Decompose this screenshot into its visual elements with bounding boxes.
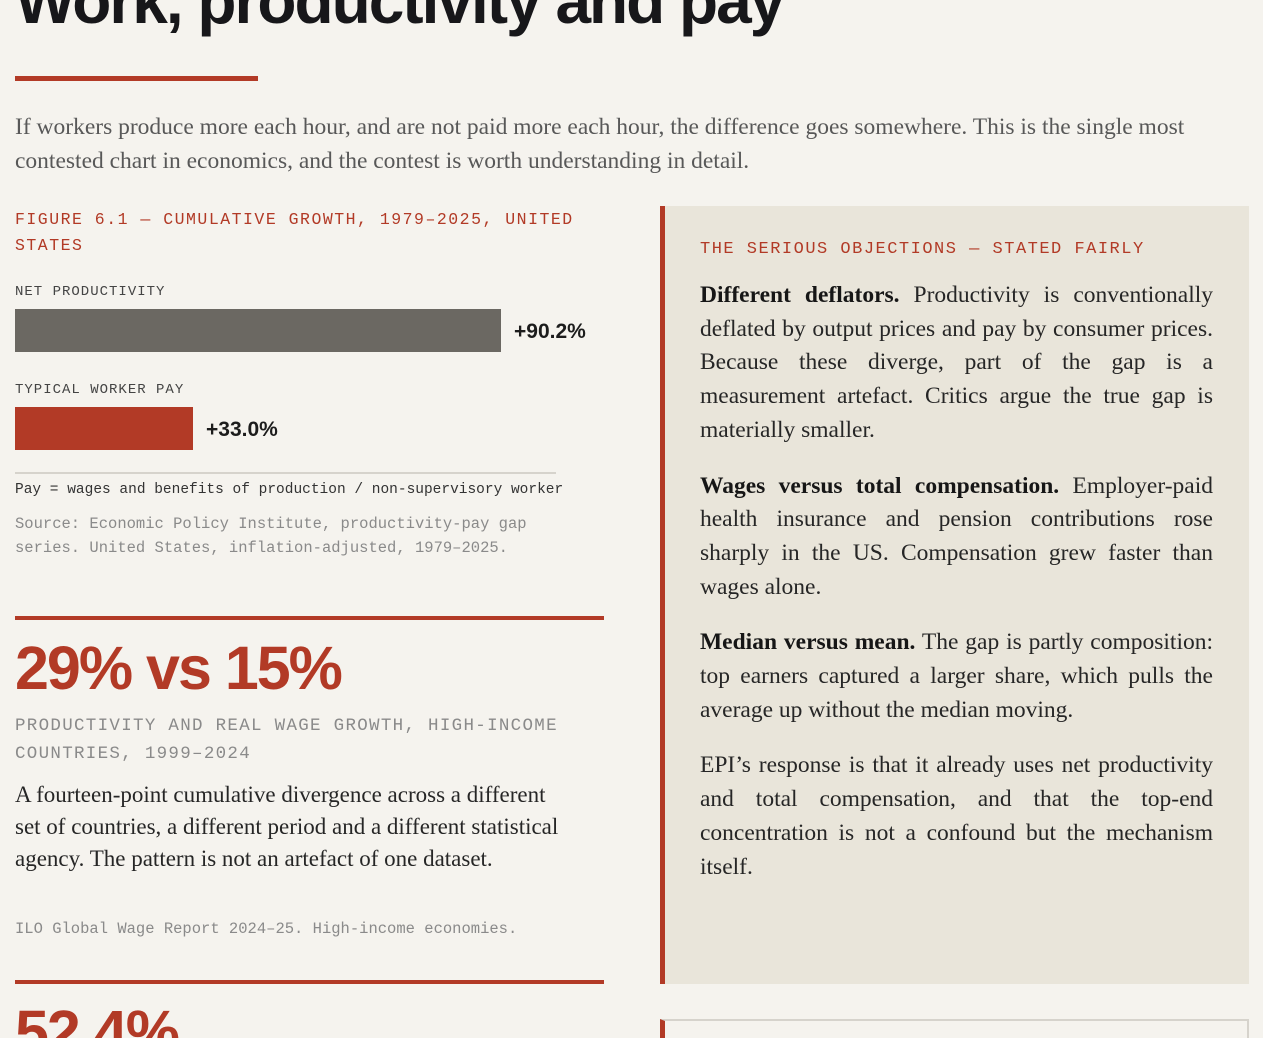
stat-divider-2 (15, 980, 604, 984)
objection-median: Median versus mean. The gap is partly co… (700, 626, 1213, 727)
objection-deflators: Different deflators. Productivity is con… (700, 279, 1213, 448)
bar-worker-pay (15, 407, 193, 450)
objection-text: The gap is partly composition: top earne… (700, 629, 1213, 723)
figure-label: FIGURE 6.1 — CUMULATIVE GROWTH, 1979–202… (15, 210, 574, 255)
stat-headline-2: 52.4% (15, 998, 180, 1038)
stat-divider (15, 616, 604, 620)
objection-compensation: Wages versus total compensation. Employe… (700, 470, 1213, 605)
stat-label: PRODUCTIVITY AND REAL WAGE GROWTH, HIGH-… (15, 716, 558, 764)
panel-body: Different deflators. Productivity is con… (700, 279, 1213, 906)
objections-panel: THE SERIOUS OBJECTIONS — STATED FAIRLY D… (660, 206, 1249, 984)
stat-headline: 29% vs 15% (15, 634, 343, 702)
bar-value-productivity: +90.2% (514, 320, 586, 343)
bar-label-productivity: NET PRODUCTIVITY (15, 284, 166, 300)
stat-body: A fourteen-point cumulative divergence a… (15, 782, 559, 871)
bar-label-worker-pay: TYPICAL WORKER PAY (15, 382, 185, 398)
objection-lead: Median versus mean. (700, 629, 916, 656)
objection-lead: Wages versus total compensation. (700, 472, 1060, 499)
lede-paragraph: If workers produce more each hour, and a… (15, 114, 1185, 174)
bar-value-worker-pay: +33.0% (206, 418, 278, 441)
epi-response: EPI’s response is that it already uses n… (700, 752, 1213, 880)
objection-text: Productivity is conventionally deflated … (700, 282, 1213, 443)
stat-source: ILO Global Wage Report 2024–25. High-inc… (15, 920, 518, 938)
bar-productivity (15, 309, 501, 352)
objection-lead: Different deflators. (700, 282, 900, 308)
next-panel (660, 1019, 1249, 1038)
objection-text: Employer-paid health insurance and pensi… (700, 472, 1213, 600)
chart-source: Source: Economic Policy Institute, produ… (15, 515, 527, 557)
chart-note: Pay = wages and benefits of production /… (15, 482, 564, 498)
title-rule (15, 76, 258, 81)
chart-baseline (15, 472, 556, 474)
page-title: Work, productivity and pay (15, 0, 785, 37)
panel-heading: THE SERIOUS OBJECTIONS — STATED FAIRLY (700, 240, 1145, 259)
